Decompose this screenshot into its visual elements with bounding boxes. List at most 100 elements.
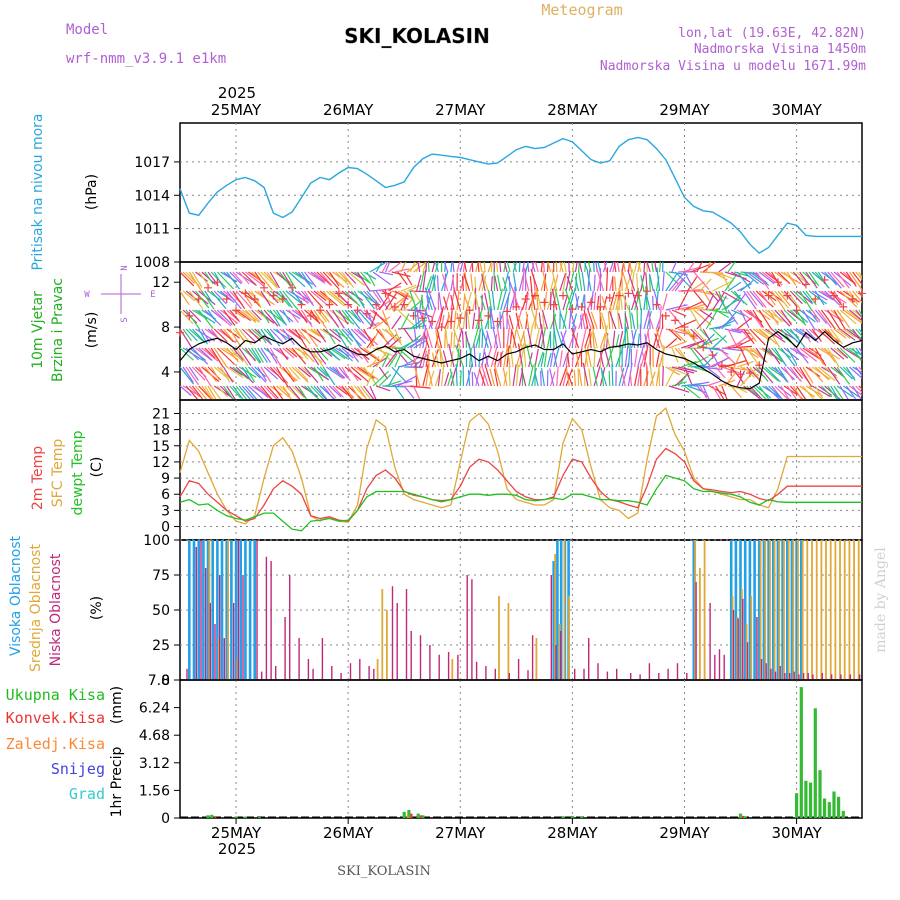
wind-arrow [276, 328, 287, 341]
wind-arrow [204, 271, 214, 285]
mid-cloud-bar [731, 596, 734, 680]
wind-arrow [712, 292, 725, 311]
wind-arrow [696, 312, 713, 330]
wind-arrow [260, 328, 272, 344]
wind-arrow [668, 340, 688, 349]
wind-arrow [223, 328, 234, 341]
wind-arrow [372, 290, 382, 304]
wind-arrow [687, 276, 698, 292]
mid-cloud-bar [806, 540, 809, 680]
wind-arrow [180, 309, 194, 325]
wind-arrow [313, 309, 327, 329]
low-cloud-bar [597, 663, 599, 680]
wind-arrow [369, 385, 377, 400]
wind-arrow [294, 366, 309, 381]
wind-arrow [506, 344, 511, 368]
wind-arrow [541, 309, 549, 330]
wind-arrow [207, 271, 219, 286]
wind-arrow [363, 271, 377, 280]
wind-arrow [637, 333, 640, 349]
wind-arrow [574, 332, 579, 349]
wind-arrow [425, 365, 430, 387]
wind-arrow [771, 309, 783, 323]
total-precip-bar [743, 816, 747, 818]
low-cloud-bar [214, 624, 216, 680]
low-cloud-bar [419, 635, 422, 680]
low-cloud-bar [555, 645, 557, 680]
wind-arrow [424, 287, 433, 311]
low-cloud-bar [457, 654, 459, 680]
wind-arrow [783, 309, 797, 322]
wind-arrow [427, 288, 436, 311]
low-cloud-bar [405, 589, 408, 680]
wind-arrow [338, 366, 349, 379]
mid-cloud-bar [783, 540, 785, 680]
wind-arrow [768, 385, 784, 400]
wind-arrow [590, 311, 598, 330]
wind-arrow [681, 360, 697, 368]
gust-marker [362, 309, 371, 318]
wind-arrow [525, 262, 529, 273]
wind-arrow [643, 311, 650, 330]
wind-arrow [637, 262, 642, 273]
wind-arrow [478, 369, 486, 387]
wind-arrow [182, 328, 192, 342]
wind-arrow [568, 270, 575, 292]
compass-rose: N W E S [84, 265, 155, 322]
conv-precip-bar [419, 815, 422, 818]
wind-arrow [316, 366, 328, 377]
wind-arrow [634, 262, 638, 273]
wind-arrow [260, 271, 279, 289]
gust-marker [773, 278, 782, 287]
wind-arrow [413, 262, 428, 273]
wind-arrow [310, 347, 324, 368]
wind-arrow [344, 385, 355, 400]
wind-arrow [291, 347, 307, 365]
wind-arrow [733, 290, 745, 304]
wind-arrow [210, 290, 227, 310]
wind-arrow [830, 385, 840, 400]
wind-arrow [226, 290, 242, 310]
wind-arrow [436, 327, 443, 349]
wind-arrow [316, 328, 327, 343]
wind-arrow [508, 276, 511, 292]
wind-arrow [624, 313, 630, 330]
wind-arrow [774, 309, 791, 327]
gust-marker [792, 306, 801, 315]
wind-arrow [244, 385, 259, 400]
temp-ytick-label: 18 [152, 423, 170, 439]
low-cloud-bar [256, 540, 258, 680]
wind-arrow [329, 347, 346, 360]
wind-arrow [238, 309, 257, 323]
wind-arrow [587, 262, 592, 273]
wind-arrow [207, 309, 217, 322]
wind-arrow [780, 385, 790, 400]
wind-arrow [185, 309, 201, 330]
wind-arrow [758, 271, 775, 285]
low-cloud-bar [307, 659, 310, 680]
wind-arrow [416, 306, 421, 330]
wind-arrow [201, 347, 219, 362]
wind-arrow [213, 328, 228, 343]
wind-arrow [481, 273, 489, 292]
wind-ytick-label: 8 [161, 320, 170, 336]
mid-cloud-bar [764, 540, 767, 680]
low-cloud-bar [588, 638, 590, 680]
wind-arrow [515, 364, 519, 387]
wind-arrow [502, 314, 505, 330]
wind-arrow [503, 262, 507, 273]
precip-ytick-label: 7.8 [148, 673, 170, 689]
wind-arrow [598, 305, 605, 330]
mid-cloud-bar [857, 540, 860, 680]
wind-arrow [802, 366, 814, 384]
gust-marker [306, 311, 315, 320]
gust-marker [344, 300, 353, 309]
wind-arrow [534, 308, 538, 330]
gust-marker [764, 291, 773, 300]
precip-legend-conv: Konvek.Kisa [6, 709, 105, 727]
wind-arrow [827, 309, 841, 330]
gust-marker [334, 289, 343, 298]
wind-arrow [378, 328, 390, 346]
wind-arrow [335, 385, 348, 395]
wind-arrow [693, 309, 712, 326]
